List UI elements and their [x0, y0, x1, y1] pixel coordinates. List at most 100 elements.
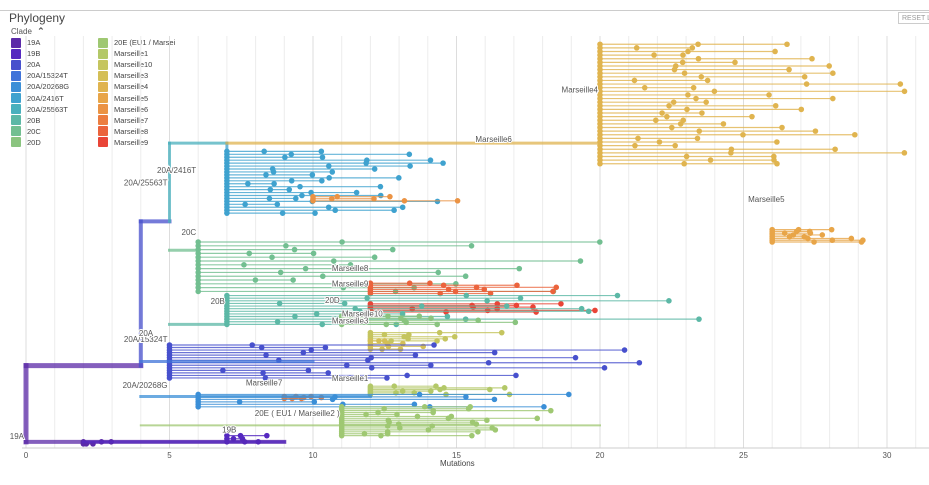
tip-node — [277, 269, 284, 276]
tip-node — [601, 365, 608, 371]
tip-node — [312, 210, 318, 216]
tip-node — [367, 284, 374, 291]
tip-node — [224, 435, 230, 442]
tip-node — [224, 177, 230, 184]
tip-node — [338, 319, 345, 326]
tip-node — [429, 423, 435, 429]
tip-node — [494, 305, 500, 312]
x-tick-label: 10 — [309, 451, 318, 460]
tip-node — [597, 55, 603, 62]
tip-node — [437, 386, 443, 393]
tip-node — [385, 417, 392, 424]
tip-node — [367, 307, 374, 314]
tip-node — [445, 286, 452, 293]
tip-node — [367, 338, 374, 344]
legend-label: 20E (EU1 / Marsei — [114, 38, 176, 47]
tip-node — [451, 333, 458, 340]
chevron-up-icon[interactable]: ⌃ — [37, 26, 45, 36]
tip-node — [195, 401, 201, 408]
tip-node — [249, 342, 256, 348]
tip-node — [491, 349, 498, 356]
tip-node — [385, 343, 392, 350]
tip-node — [769, 237, 775, 244]
legend-item[interactable]: 20A/2416T — [11, 93, 64, 104]
legend-item[interactable]: 20A — [11, 59, 40, 70]
legend-item[interactable]: 20E (EU1 / Marsei — [98, 37, 175, 48]
tip-node — [577, 258, 584, 264]
tip-node — [452, 288, 459, 295]
tip-node — [393, 389, 399, 396]
tip-node — [656, 139, 663, 145]
tip-node — [166, 349, 173, 356]
legend-item[interactable]: Marseille6 — [98, 104, 148, 115]
tip-node — [224, 186, 230, 193]
tip-node — [224, 316, 230, 322]
legend-item[interactable]: Marseille10 — [98, 59, 152, 70]
legend-item[interactable]: 19A — [11, 37, 40, 48]
tip-node — [442, 336, 449, 342]
tip-node — [811, 239, 817, 245]
tip-node — [533, 309, 539, 315]
tip-node — [401, 198, 408, 204]
tip-node — [318, 394, 325, 401]
legend-item[interactable]: 20C — [11, 126, 41, 137]
tip-node — [858, 239, 865, 245]
tip-node — [338, 427, 345, 433]
legend-item[interactable]: Marseille4 — [98, 81, 148, 92]
tip-node — [80, 441, 87, 447]
tip-node — [261, 148, 267, 155]
tip-node — [224, 298, 230, 304]
legend-item[interactable]: Marseille1 — [98, 48, 148, 59]
legend-item[interactable]: Marseille7 — [98, 115, 148, 126]
tip-node — [484, 298, 490, 304]
legend-header[interactable]: Clade ⌃ — [11, 26, 45, 37]
tip-node — [399, 204, 406, 211]
tip-node — [534, 415, 541, 422]
legend-item[interactable]: Marseille3 — [98, 70, 148, 81]
legend-item[interactable]: 20A/20268G — [11, 81, 69, 92]
tip-node — [166, 365, 173, 371]
legend-swatch — [98, 93, 108, 103]
tip-node — [195, 284, 201, 291]
tip-node — [308, 189, 314, 196]
legend-item[interactable]: Marseille5 — [98, 93, 148, 104]
legend-item[interactable]: 19B — [11, 48, 40, 59]
tip-node — [195, 265, 201, 272]
tip-node — [288, 177, 295, 184]
tip-node — [224, 169, 230, 175]
tip-node — [635, 135, 641, 142]
tip-node — [384, 340, 391, 347]
tip-node — [498, 329, 505, 336]
tip-node — [769, 226, 775, 233]
reset-layout-button[interactable]: RESET L — [898, 12, 929, 24]
legend-item[interactable]: 20D — [11, 137, 41, 148]
legend-label: Marseille4 — [114, 82, 149, 92]
tip-node — [384, 375, 390, 381]
tip-node — [224, 180, 230, 187]
tip-node — [252, 277, 259, 283]
tip-node — [313, 311, 320, 317]
tip-node — [443, 391, 449, 398]
legend-label: Marseille9 — [114, 137, 149, 147]
tip-node — [310, 250, 317, 257]
legend-swatch — [98, 126, 108, 137]
x-axis-label: Mutations — [440, 459, 475, 468]
tip-node — [367, 329, 374, 336]
tip-node — [506, 391, 513, 398]
legend-item[interactable]: 20A/15324T — [11, 70, 68, 81]
legend-item[interactable]: Marseille8 — [98, 126, 148, 137]
clade-label: 19B — [222, 426, 236, 435]
tip-node — [769, 232, 775, 238]
tip-node — [367, 304, 374, 310]
legend-swatch — [11, 126, 21, 137]
tip-node — [282, 154, 288, 161]
legend-item[interactable]: 20A/25563T — [11, 104, 68, 115]
legend-item[interactable]: 20B — [11, 115, 40, 126]
tip-node — [367, 301, 374, 307]
tip-node — [361, 430, 368, 437]
tip-node — [632, 142, 638, 149]
tip-node — [501, 385, 508, 391]
legend-item[interactable]: Marseille9 — [98, 137, 148, 148]
tip-node — [281, 394, 288, 401]
tip-node — [597, 153, 603, 160]
